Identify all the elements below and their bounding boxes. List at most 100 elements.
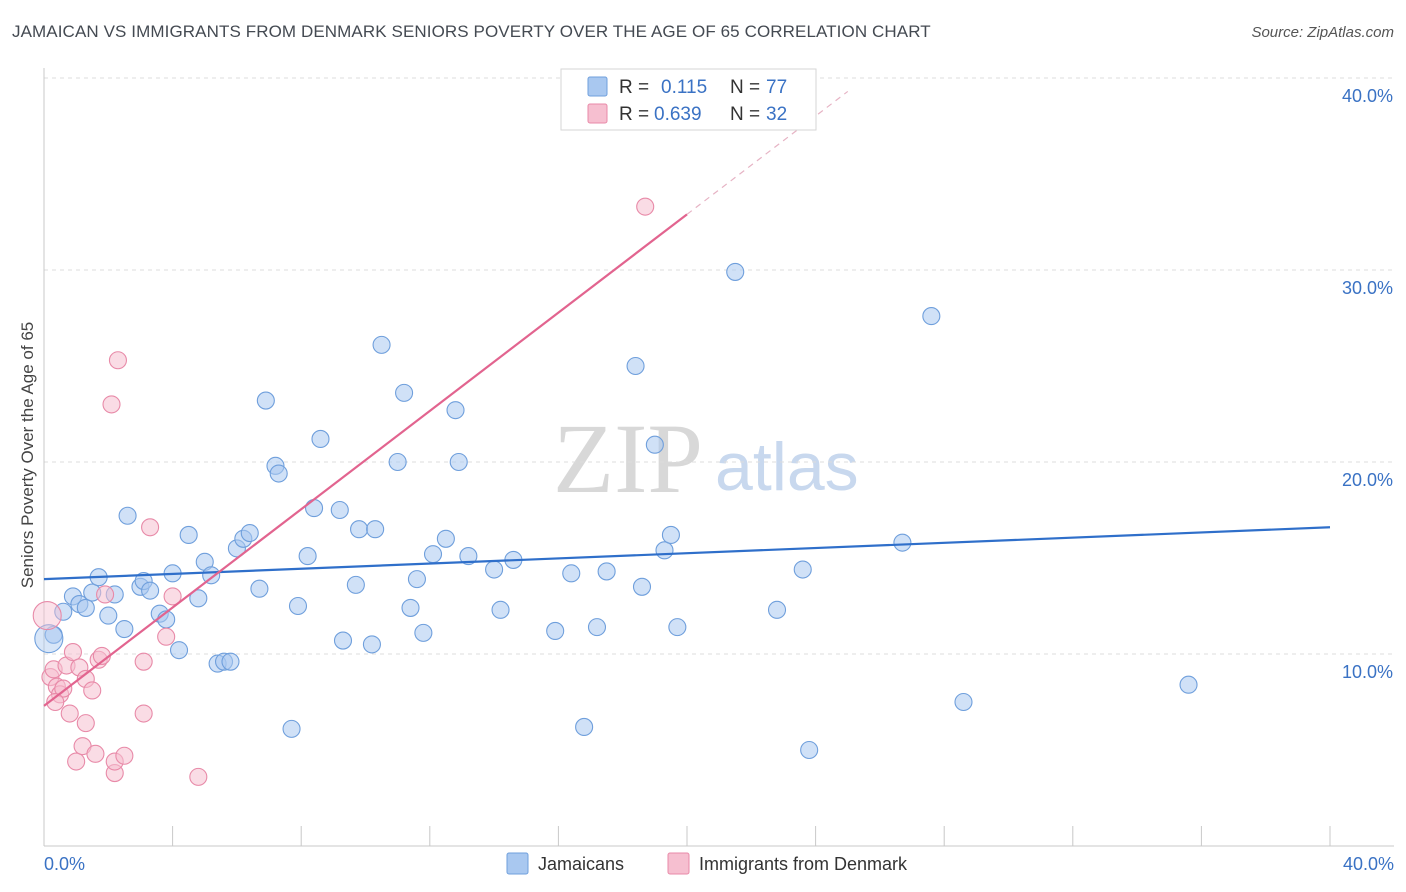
point-jamaicans-65 (655, 541, 674, 560)
point-jamaicans-48 (414, 623, 433, 642)
watermark: ZIP atlas (553, 403, 859, 514)
point-denmark-0 (32, 601, 62, 631)
point-jamaicans-40 (350, 520, 369, 539)
point-jamaicans-75 (1179, 675, 1198, 694)
point-jamaicans-62 (626, 356, 645, 376)
point-jamaicans-53 (459, 547, 478, 566)
point-denmark-30 (636, 197, 655, 216)
point-jamaicans-55 (491, 600, 510, 619)
chart-title: JAMAICAN VS IMMIGRANTS FROM DENMARK SENI… (12, 22, 931, 41)
point-jamaicans-34 (298, 547, 317, 566)
point-denmark-15 (86, 744, 105, 763)
point-denmark-27 (157, 627, 176, 646)
legend-n-value-1: 77 (766, 77, 787, 98)
point-jamaicans-33 (288, 596, 308, 616)
point-denmark-5 (54, 679, 73, 698)
legend-bottom-label-denmark: Immigrants from Denmark (699, 854, 908, 874)
point-jamaicans-45 (395, 383, 414, 402)
trend-line-jamaicans (43, 526, 1331, 581)
point-jamaicans-58 (562, 564, 581, 583)
point-jamaicans-49 (423, 545, 443, 564)
point-jamaicans-63 (632, 577, 652, 596)
point-jamaicans-42 (366, 520, 385, 539)
point-denmark-8 (63, 643, 82, 662)
legend-top: R = 0.115 N = 77 R = 0.639 N = 32 (560, 68, 817, 131)
point-denmark-13 (76, 714, 95, 733)
point-denmark-23 (115, 746, 134, 765)
point-denmark-25 (134, 704, 153, 723)
point-jamaicans-54 (485, 560, 504, 579)
point-jamaicans-9 (115, 619, 134, 639)
legend-r-value-1: 0.115 (661, 77, 707, 98)
point-jamaicans-44 (388, 452, 407, 472)
point-jamaicans-50 (436, 529, 455, 548)
point-jamaicans-68 (726, 262, 745, 281)
point-jamaicans-51 (446, 401, 465, 420)
point-jamaicans-19 (189, 589, 208, 608)
y-axis-tick-labels: 10.0% 20.0% 30.0% 40.0% (1342, 86, 1393, 682)
point-jamaicans-46 (401, 598, 420, 617)
legend-n-value-2: 32 (766, 104, 787, 125)
point-denmark-7 (60, 704, 79, 723)
series-immigrants-from-denmark (32, 197, 655, 786)
legend-bottom-swatch-jamaicans (506, 852, 529, 875)
grid-lines (44, 77, 1394, 655)
point-jamaicans-64 (645, 435, 664, 454)
point-jamaicans-71 (800, 740, 819, 760)
point-jamaicans-59 (575, 717, 594, 737)
point-jamaicans-52 (449, 452, 468, 472)
point-jamaicans-35 (305, 499, 324, 518)
point-jamaicans-7 (99, 606, 118, 625)
point-denmark-22 (108, 351, 127, 370)
series-jamaicans (34, 262, 1198, 760)
point-jamaicans-21 (202, 566, 221, 585)
point-jamaicans-39 (346, 575, 365, 594)
legend-bottom: Jamaicans Immigrants from Denmark (506, 852, 908, 875)
watermark-zip: ZIP (553, 403, 703, 514)
legend-bottom-label-jamaicans: Jamaicans (538, 854, 624, 874)
legend-swatch-denmark (587, 103, 608, 124)
y-tick-label-30: 30.0% (1342, 278, 1393, 298)
trend-line-denmark (43, 213, 688, 707)
point-denmark-26 (141, 518, 160, 537)
point-jamaicans-29 (256, 391, 275, 410)
point-jamaicans-38 (333, 631, 353, 650)
y-axis-title: Seniors Poverty Over the Age of 65 (18, 322, 37, 588)
point-denmark-9 (67, 752, 86, 771)
point-jamaicans-24 (221, 652, 240, 671)
point-jamaicans-73 (922, 307, 941, 326)
x-axis-ticks (172, 826, 1331, 846)
x-tick-label-max: 40.0% (1343, 854, 1394, 874)
trend-lines (43, 90, 1331, 707)
point-jamaicans-67 (668, 618, 687, 637)
legend-n-label-2: N = (730, 104, 760, 125)
point-denmark-14 (83, 681, 102, 700)
point-jamaicans-41 (362, 635, 381, 654)
legend-r-label-1: R = (619, 77, 649, 98)
legend-swatch-jamaicans (587, 76, 608, 97)
point-jamaicans-32 (282, 719, 301, 738)
point-jamaicans-60 (587, 618, 607, 637)
point-denmark-24 (134, 652, 153, 671)
point-jamaicans-13 (141, 581, 160, 600)
point-jamaicans-72 (893, 533, 912, 552)
point-jamaicans-27 (240, 523, 259, 543)
point-jamaicans-70 (793, 560, 812, 579)
point-jamaicans-61 (597, 562, 616, 581)
point-jamaicans-57 (546, 621, 565, 641)
y-tick-label-10: 10.0% (1342, 662, 1393, 682)
y-tick-label-20: 20.0% (1342, 470, 1393, 490)
legend-n-label-1: N = (730, 77, 760, 98)
point-denmark-31 (46, 692, 65, 712)
point-jamaicans-4 (76, 598, 95, 617)
legend-r-label-2: R = (619, 104, 649, 125)
point-denmark-28 (163, 587, 182, 606)
watermark-atlas: atlas (715, 429, 859, 505)
legend-bottom-swatch-denmark (667, 852, 690, 875)
point-jamaicans-18 (179, 525, 198, 545)
point-jamaicans-36 (311, 429, 330, 449)
point-jamaicans-66 (661, 525, 680, 545)
point-jamaicans-69 (767, 600, 787, 619)
point-jamaicans-31 (269, 464, 288, 483)
